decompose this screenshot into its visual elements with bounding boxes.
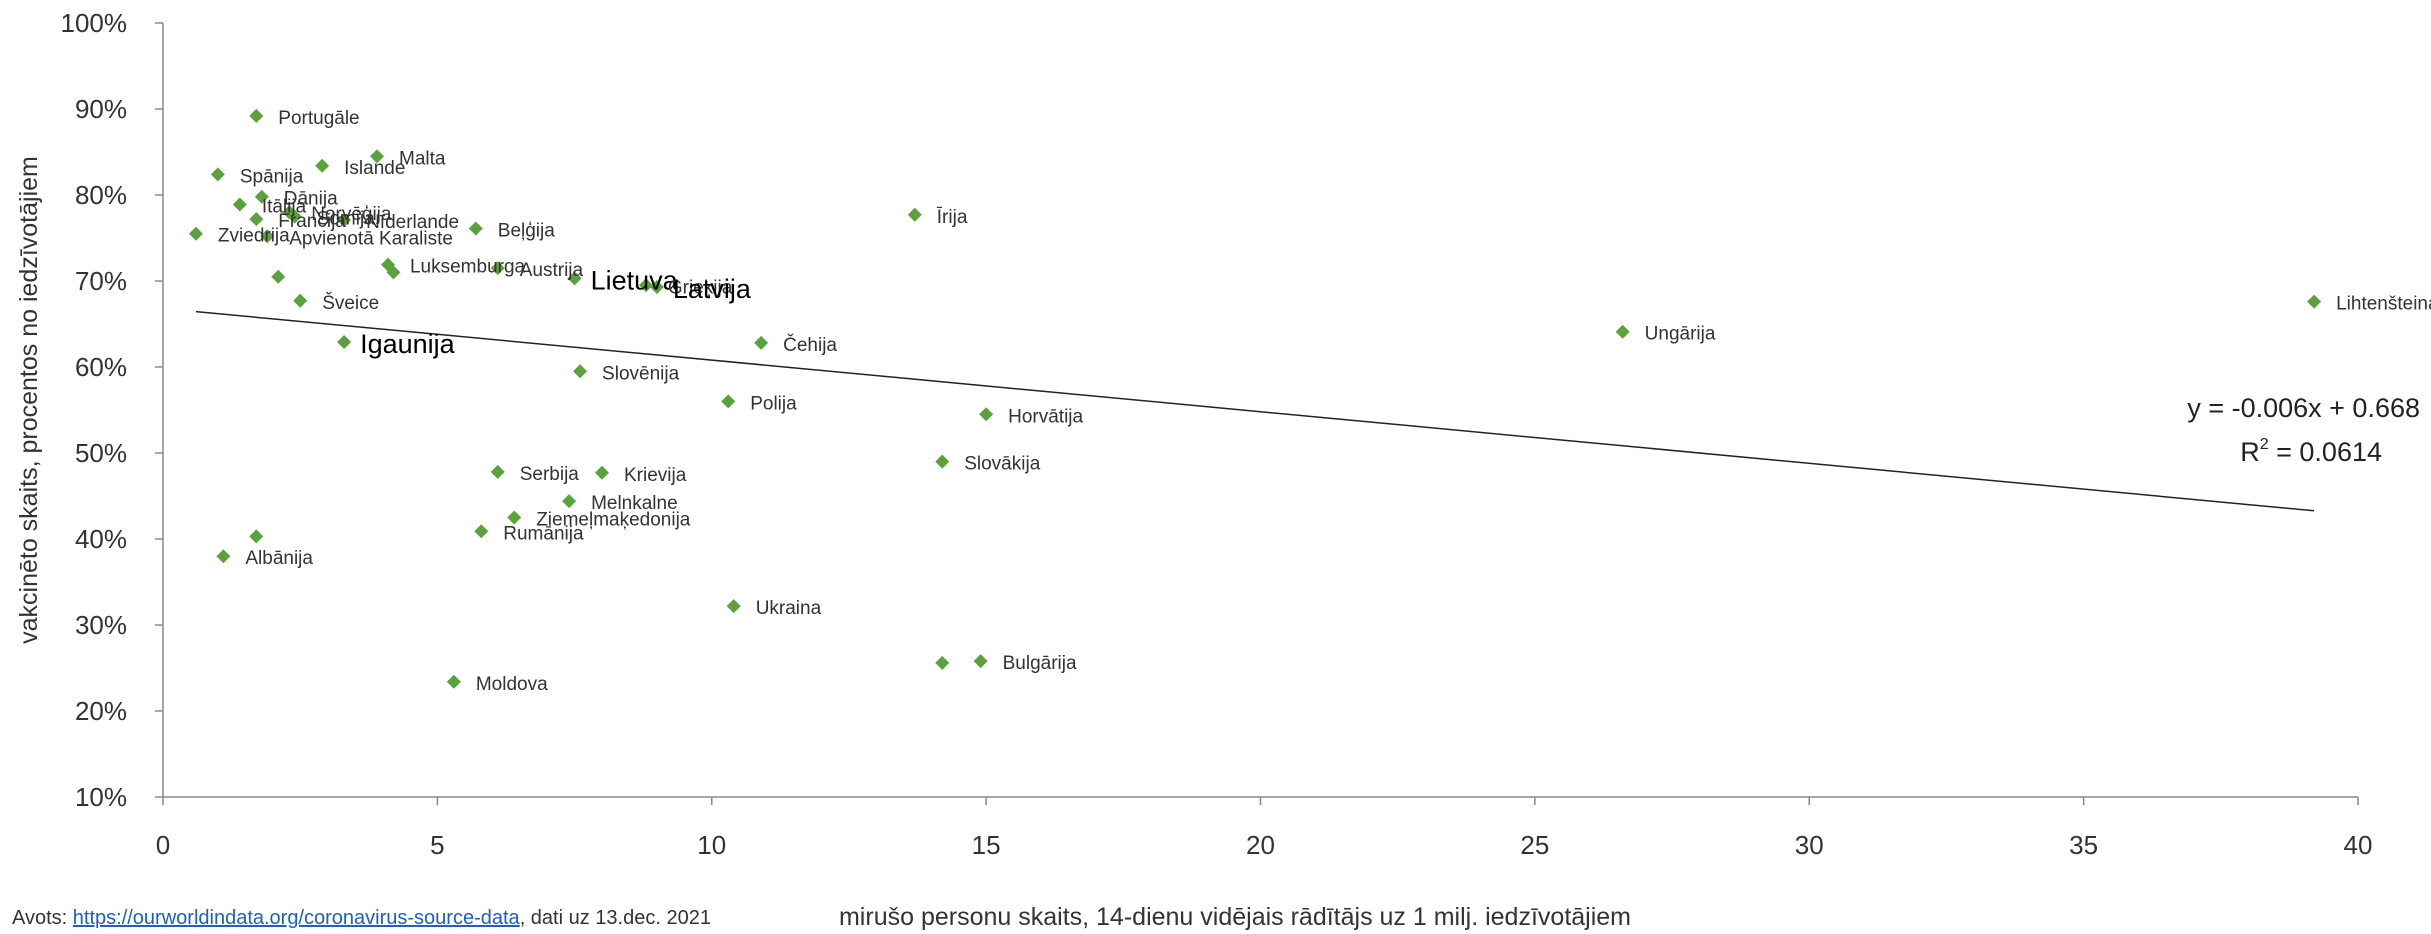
data-point — [595, 466, 609, 480]
data-point — [293, 294, 307, 308]
x-tick-label: 0 — [156, 830, 170, 860]
data-point — [935, 656, 949, 670]
point-label: Lihtenšteina — [2336, 294, 2431, 315]
axes: 10% 20% 30% 40% 50% 60% 70% 80% 90% 100% 0 5 10 15 20 2… — [61, 8, 2373, 860]
y-tick-label: 60% — [75, 352, 127, 382]
x-tick-label: 20 — [1246, 830, 1275, 860]
point-label: Serbija — [520, 464, 580, 485]
source-note: Avots: https://ourworldindata.org/corona… — [12, 907, 711, 930]
point-label: Polija — [750, 393, 797, 414]
r-squared-symbol: R — [2240, 437, 2260, 467]
point-label: Īrija — [937, 207, 968, 228]
point-label: Apvienotā Karaliste — [289, 228, 453, 249]
y-tick-label: 70% — [75, 266, 127, 296]
point-label: Beļģija — [498, 221, 555, 242]
data-point — [2307, 295, 2321, 309]
point-label: Luksemburga — [410, 257, 526, 278]
point-label: Ukraina — [756, 598, 822, 619]
point-label: Latvija — [673, 274, 752, 304]
point-label: Čehija — [783, 334, 837, 356]
point-label: Islande — [344, 158, 405, 179]
point-label: Zviedrija — [218, 226, 290, 247]
x-tick-label: 10 — [697, 830, 726, 860]
x-tick-label: 5 — [430, 830, 444, 860]
trendline — [196, 312, 2314, 511]
data-point — [908, 208, 922, 222]
x-tick-label: 15 — [972, 830, 1001, 860]
x-tick-label: 35 — [2069, 830, 2098, 860]
source-prefix: Avots: — [12, 907, 73, 929]
x-tick-label: 30 — [1795, 830, 1824, 860]
data-point — [233, 197, 247, 211]
y-tick-label: 80% — [75, 180, 127, 210]
data-point — [491, 465, 505, 479]
point-label: Rumānija — [503, 523, 584, 544]
point-label: Ungārija — [1645, 324, 1716, 345]
trendline-group — [196, 312, 2314, 511]
point-label: Albānija — [245, 548, 313, 569]
point-label: Malta — [399, 148, 446, 169]
r-squared: R2 = 0.0614 — [2240, 436, 2382, 467]
data-point — [474, 524, 488, 538]
data-point — [754, 336, 768, 350]
data-point — [1616, 325, 1630, 339]
point-label: Igaunija — [360, 329, 456, 359]
point-labels: PortugāleMaltaIslandeSpānijaDānijaItālij… — [218, 108, 2431, 695]
x-axis-title: mirušo personu skaits, 14-dienu vidējais… — [839, 903, 1631, 931]
data-point — [315, 159, 329, 173]
x-tick-label: 40 — [2344, 830, 2373, 860]
data-point — [211, 167, 225, 181]
data-point — [337, 335, 351, 349]
data-point — [216, 549, 230, 563]
data-point — [721, 394, 735, 408]
point-label: Austrija — [520, 260, 584, 281]
point-label: Slovākija — [964, 454, 1040, 475]
y-tick-label: 90% — [75, 94, 127, 124]
data-point — [469, 222, 483, 236]
r-squared-exponent: 2 — [2260, 436, 2269, 453]
data-point — [249, 529, 263, 543]
r-squared-value: = 0.0614 — [2269, 437, 2382, 467]
x-tick-label: 25 — [1520, 830, 1549, 860]
data-point — [271, 270, 285, 284]
data-points — [189, 109, 2321, 689]
point-label: Bulgārija — [1003, 653, 1077, 674]
data-point — [979, 407, 993, 421]
y-tick-label: 20% — [75, 696, 127, 726]
point-label: Portugāle — [278, 108, 359, 129]
data-point — [573, 364, 587, 378]
data-point — [562, 494, 576, 508]
y-tick-label: 30% — [75, 610, 127, 640]
source-suffix: , dati uz 13.dec. 2021 — [520, 907, 711, 929]
data-point — [974, 654, 988, 668]
y-tick-label: 40% — [75, 524, 127, 554]
point-label: Šveice — [322, 292, 379, 314]
data-point — [935, 455, 949, 469]
point-label: Spānija — [240, 166, 304, 187]
point-label: Lietuva — [591, 265, 679, 295]
point-label: Moldova — [476, 674, 548, 695]
source-link[interactable]: https://ourworldindata.org/coronavirus-s… — [73, 907, 520, 929]
data-point — [447, 675, 461, 689]
regression-equation: y = -0.006x + 0.668 — [2187, 393, 2420, 423]
y-tick-label: 100% — [61, 8, 128, 38]
data-point — [727, 599, 741, 613]
point-label: Horvātija — [1008, 406, 1083, 427]
data-point — [249, 109, 263, 123]
point-label: Krievija — [624, 465, 687, 486]
data-point — [189, 227, 203, 241]
point-label: Slovēnija — [602, 363, 680, 384]
y-axis-title: vakcinēto skaits, procentos no iedzīvotā… — [15, 156, 43, 644]
y-tick-label: 50% — [75, 438, 127, 468]
y-tick-label: 10% — [75, 782, 127, 812]
